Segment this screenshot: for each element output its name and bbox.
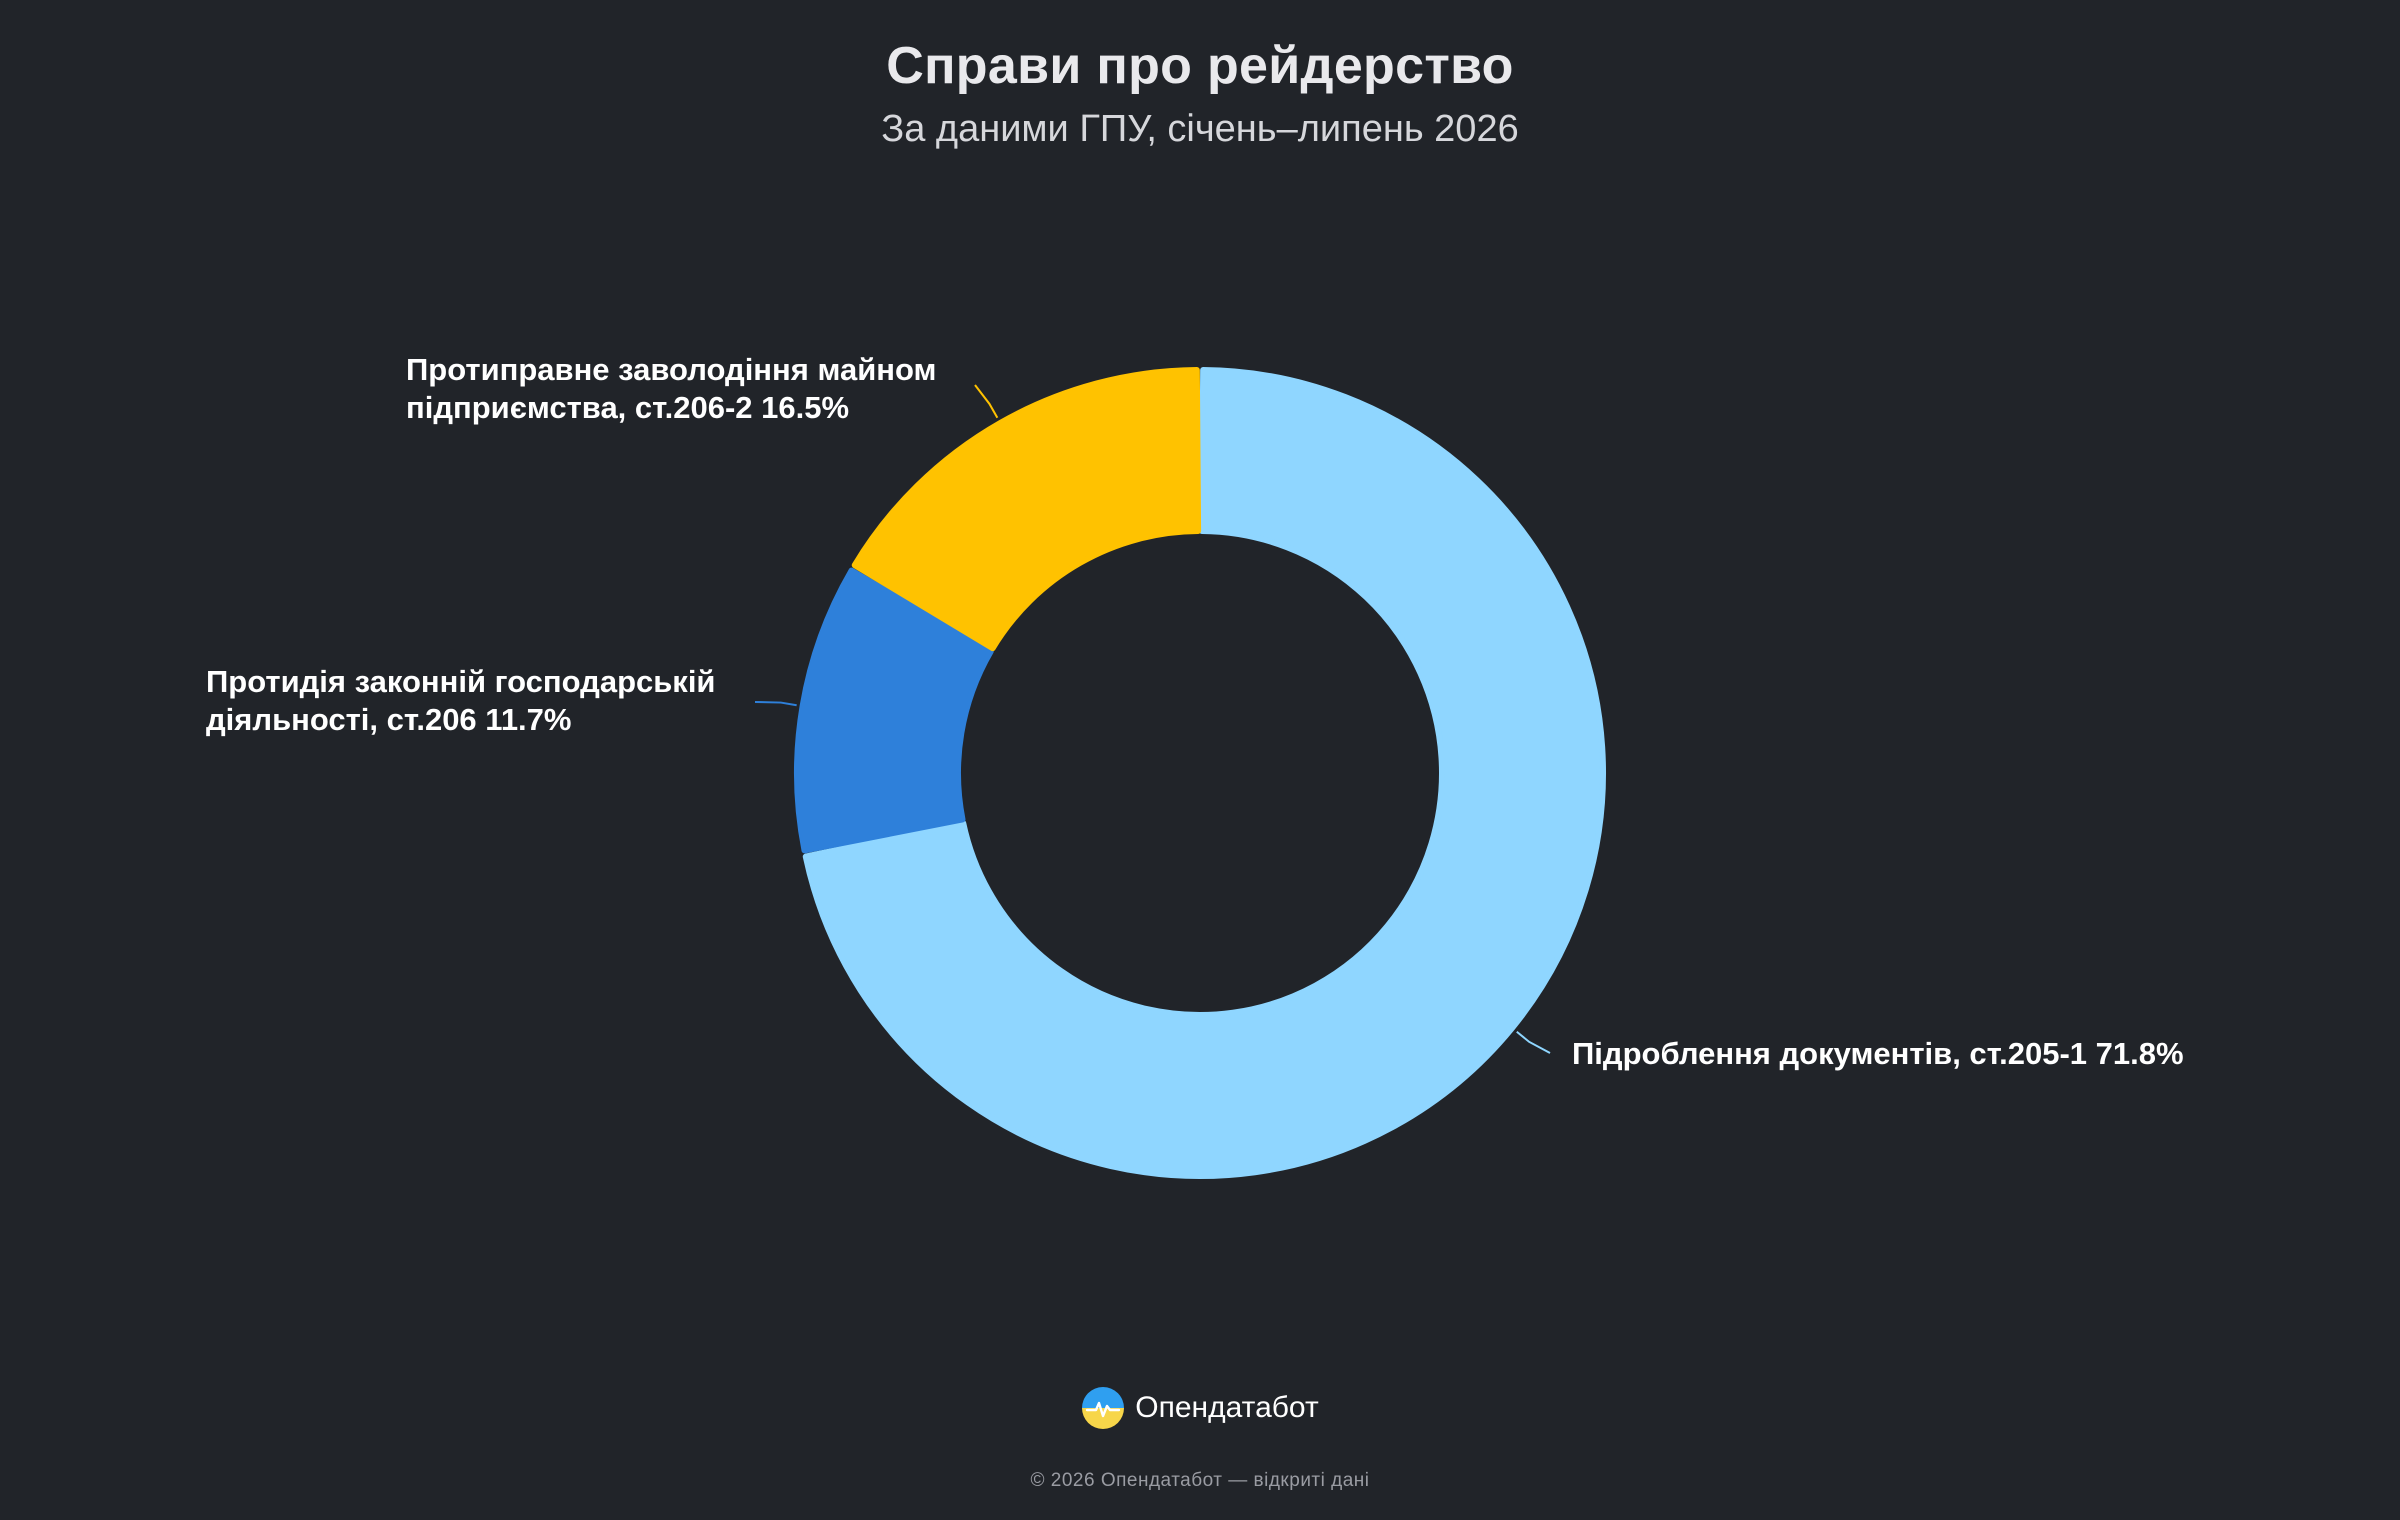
footer-copyright: © 2026 Опендатабот — відкриті дані: [1030, 1470, 1370, 1491]
donut-slice-3: [851, 367, 1202, 652]
chart-subtitle: За даними ГПУ, січень–липень 2026: [881, 108, 1519, 150]
donut-slices: [794, 367, 1606, 1179]
opendatabot-logo-icon: [1082, 1387, 1125, 1429]
slice-labels: Підроблення документів, ст.205-1 71.8% Пр…: [206, 352, 2184, 1071]
slice-label-1: Підроблення документів, ст.205-1 71.8%: [1572, 1036, 2184, 1071]
slice-label-line: підприємства, ст.206-2 16.5%: [406, 390, 849, 425]
donut-slice-2: [794, 567, 994, 854]
leader-line-1: [1516, 1030, 1551, 1054]
footer-brand: Опендатабот: [0, 1386, 2400, 1430]
slice-label-line: Протиправне заволодіння майном: [406, 352, 936, 387]
slice-label-line: Підроблення документів, ст.205-1 71.8%: [1572, 1036, 2184, 1071]
slice-label-3: Протиправне заволодіння майном підприємст…: [406, 352, 936, 425]
chart-title: Справи про рейдерство: [886, 37, 1514, 95]
leader-line-2: [754, 701, 797, 707]
donut-slice-1: [802, 367, 1606, 1179]
leader-line-3: [974, 384, 999, 419]
label-leader-lines: [754, 384, 1551, 1054]
brand-name: Опендатабот: [1135, 1391, 1319, 1424]
slice-label-line: Протидія законній господарській: [206, 664, 716, 699]
slice-label-2: Протидія законній господарській діяльност…: [206, 664, 716, 737]
slice-label-line: діяльності, ст.206 11.7%: [206, 702, 571, 737]
